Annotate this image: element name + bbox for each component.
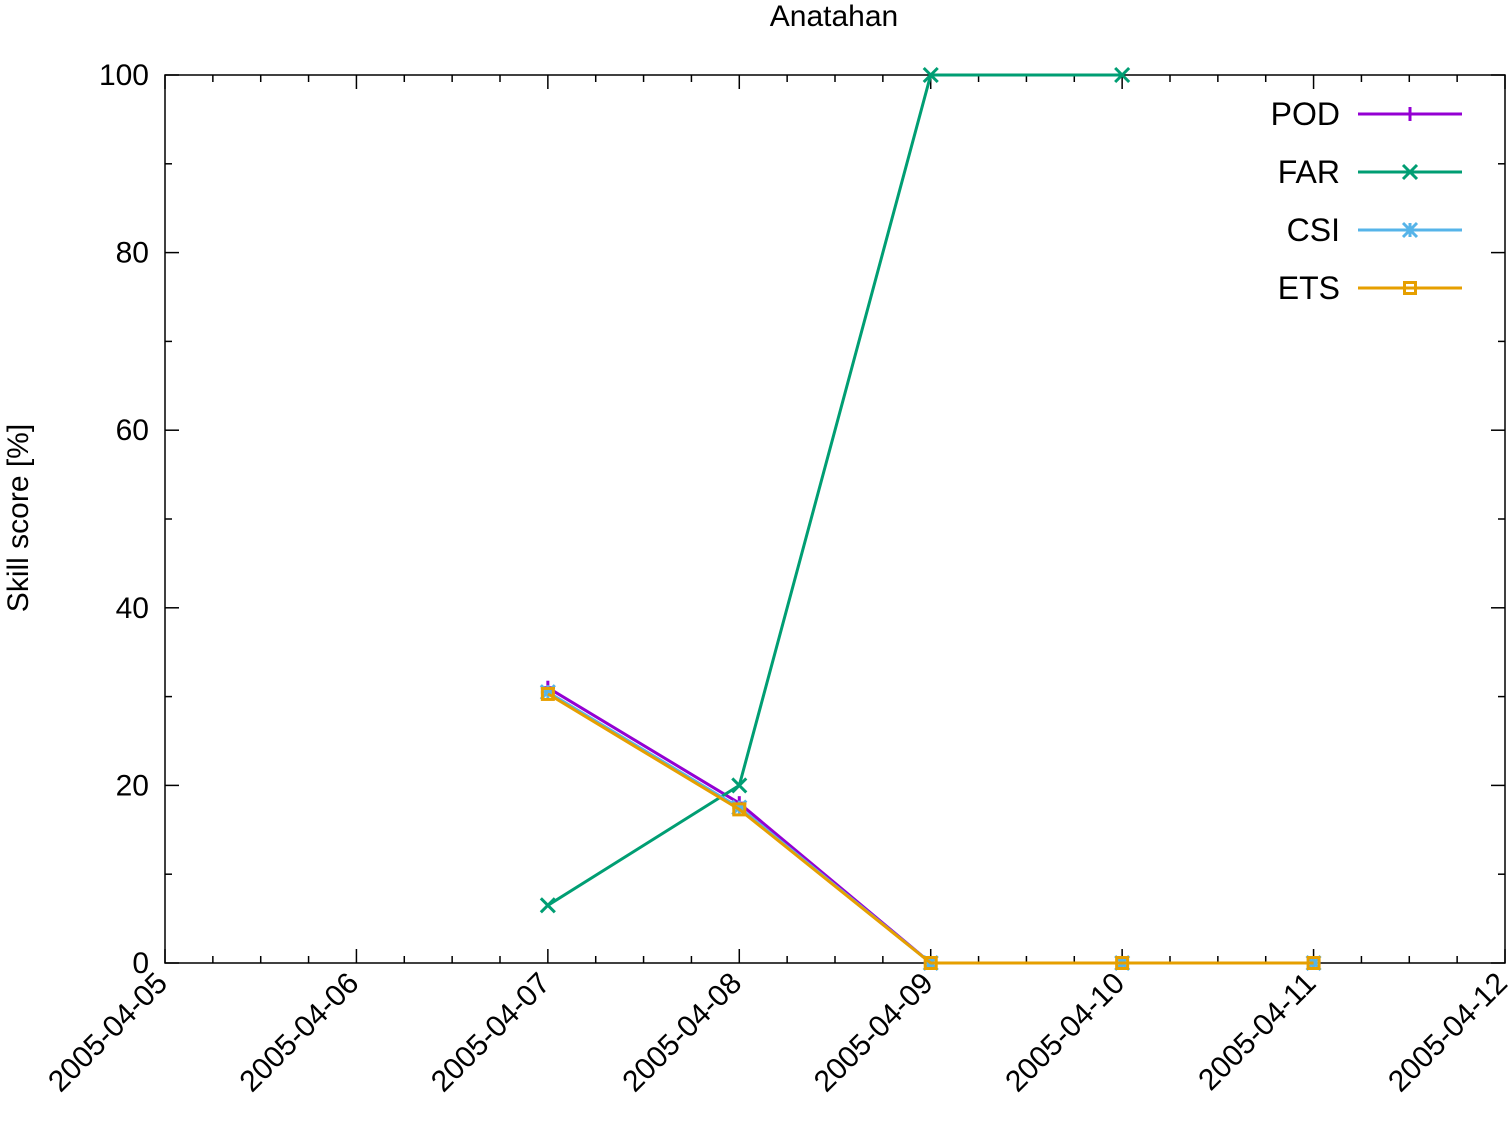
- series-line-pod: [547, 686, 1314, 965]
- chart-title: Anatahan: [770, 0, 898, 33]
- plot-area: 0 20 40 60 80 100 2005-04-05 2005-04-06 2005-04-…: [42, 59, 1510, 1098]
- data-point-ets: [732, 802, 747, 817]
- marker-stroke: [732, 802, 747, 817]
- x-tick-label: 2005-04-07: [425, 967, 557, 1099]
- legend-marker-far: [1401, 163, 1419, 181]
- y-tick-label: 20: [116, 769, 149, 802]
- legend-marker-ets: [1403, 281, 1417, 295]
- series-line-csi: [547, 690, 1314, 965]
- y-tick-label: 60: [116, 414, 149, 447]
- marker-stroke: [1401, 221, 1419, 239]
- x-tick-label: 2005-04-09: [808, 967, 940, 1099]
- marker-stroke: [539, 897, 556, 914]
- y-tick-label: 0: [132, 947, 149, 980]
- marker-stroke: [1403, 281, 1417, 295]
- y-tick-label: 40: [116, 592, 149, 625]
- data-point-ets: [923, 956, 938, 970]
- data-point-far: [731, 777, 748, 794]
- data-point-ets: [540, 686, 555, 701]
- marker-stroke: [540, 686, 555, 701]
- plot-frame: [164, 74, 1506, 964]
- data-point-far: [922, 66, 939, 84]
- y-tick-label: 80: [116, 237, 149, 270]
- data-point-ets: [1306, 956, 1321, 970]
- x-tick-label: 2005-04-11: [1192, 967, 1322, 1097]
- marker-stroke: [1114, 66, 1131, 84]
- x-tick-label: 2005-04-08: [616, 967, 748, 1099]
- marker-stroke: [923, 956, 938, 970]
- legend-label-far: FAR: [1278, 154, 1340, 190]
- marker-stroke: [1401, 163, 1419, 181]
- legend-label-csi: CSI: [1287, 212, 1340, 248]
- marker-stroke: [922, 66, 939, 84]
- legend-marker-pod: [1403, 107, 1417, 121]
- legend-label-ets: ETS: [1278, 270, 1340, 306]
- series-line-far: [547, 73, 1123, 907]
- data-point-far: [1114, 66, 1131, 84]
- x-tick-label: 2005-04-10: [999, 967, 1131, 1099]
- x-tick-label: 2005-04-05: [42, 967, 174, 1099]
- x-tick-label: 2005-04-06: [234, 967, 366, 1099]
- x-tick-label: 2005-04-12: [1382, 967, 1510, 1099]
- series-line-ets: [547, 692, 1314, 965]
- marker-stroke: [1306, 956, 1321, 970]
- legend-label-pod: POD: [1271, 96, 1340, 132]
- marker-stroke: [731, 777, 748, 794]
- legend-marker-csi: [1401, 221, 1419, 239]
- marker-stroke: [1115, 956, 1130, 970]
- data-point-far: [539, 897, 556, 914]
- y-tick-label: 100: [99, 59, 149, 92]
- y-axis-label: Skill score [%]: [2, 424, 35, 612]
- data-point-ets: [1115, 956, 1130, 970]
